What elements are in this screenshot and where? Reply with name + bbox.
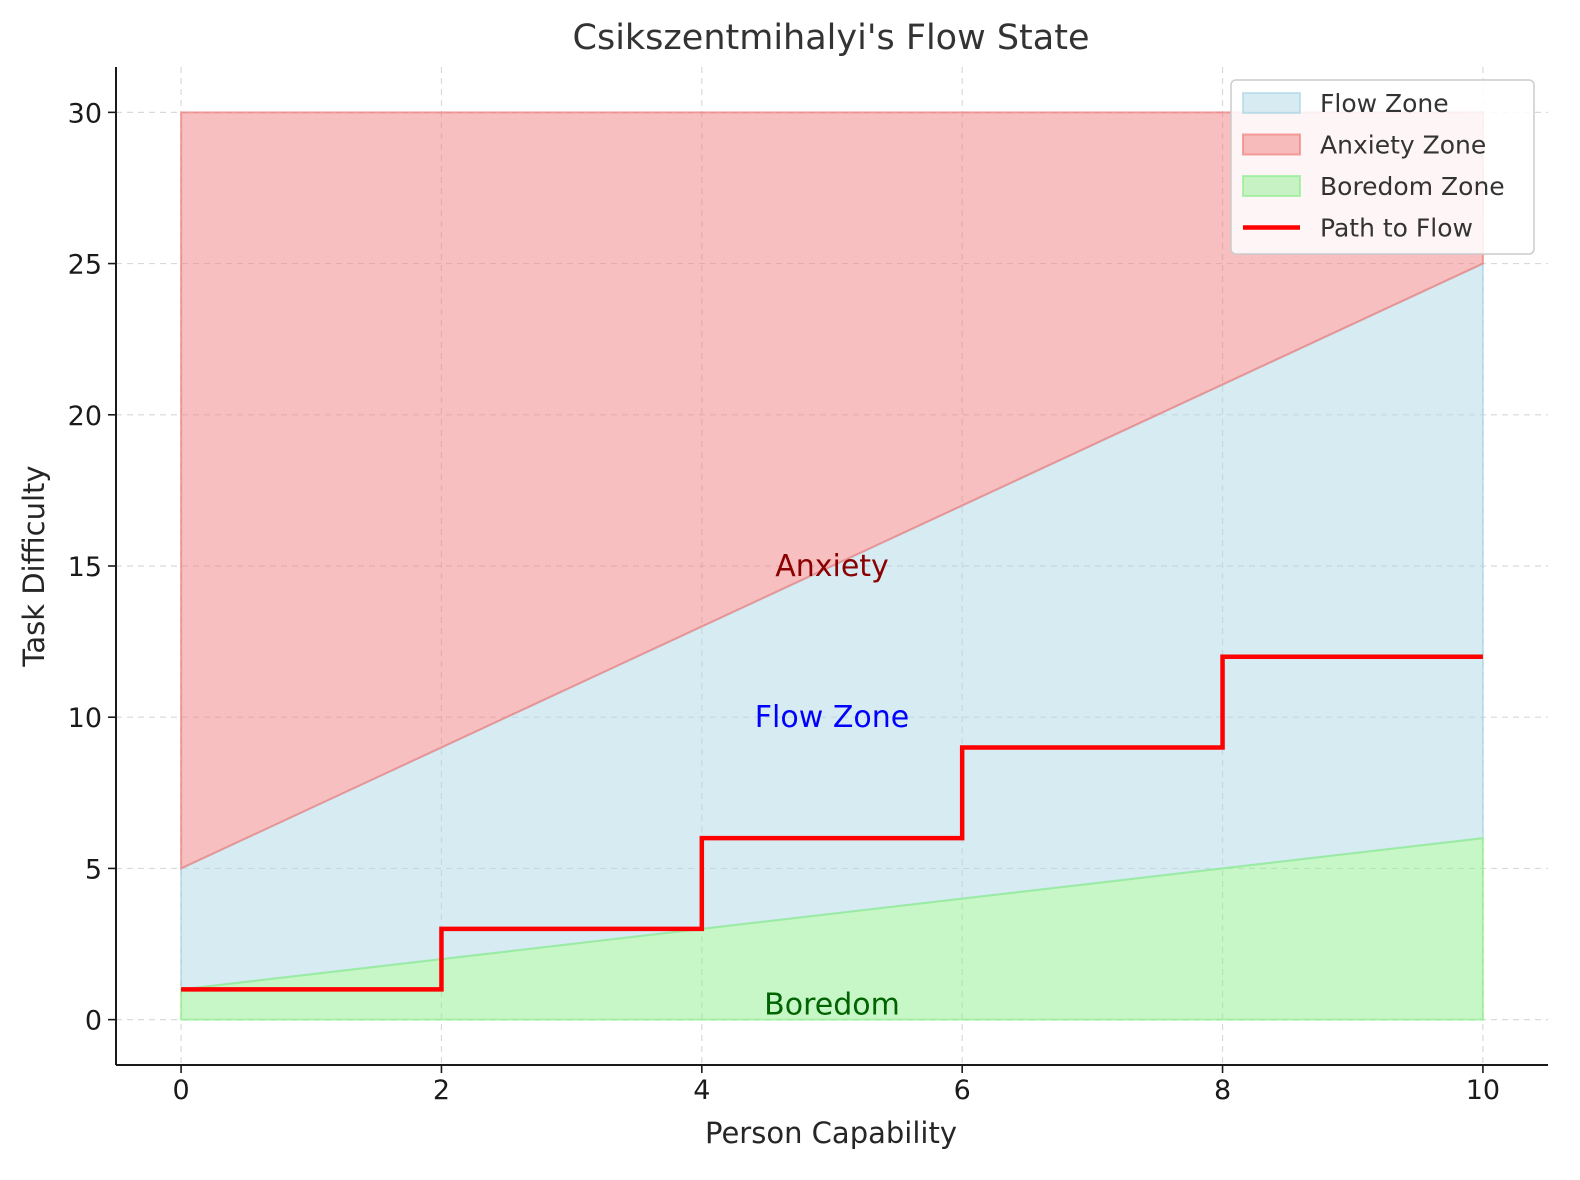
- x-tick-label: 8: [1214, 1075, 1231, 1106]
- y-tick-label: 20: [68, 401, 102, 432]
- path-to-flow-line: [181, 654, 1483, 992]
- legend-swatch-flow-zone: [1242, 92, 1301, 114]
- x-tick-label: 10: [1466, 1075, 1500, 1106]
- x-tick-label: 2: [433, 1075, 450, 1106]
- legend: Flow Zone Anxiety Zone Boredom Zone Path to…: [1230, 79, 1535, 255]
- x-tick-label: 6: [954, 1075, 971, 1106]
- annotation-flow-zone: Flow Zone: [755, 700, 909, 735]
- annotation-boredom: Boredom: [764, 988, 900, 1023]
- legend-label-flow-zone: Flow Zone: [1320, 89, 1449, 118]
- y-tick-label: 30: [68, 98, 102, 129]
- annotations: Anxiety Flow Zone Boredom: [755, 549, 909, 1023]
- legend-label-anxiety-zone: Anxiety Zone: [1320, 131, 1486, 160]
- x-axis-label: Person Capability: [705, 1116, 957, 1150]
- y-axis-label: Task Difficulty: [17, 465, 51, 667]
- x-tick-label: 4: [693, 1075, 710, 1106]
- y-tick-label: 25: [68, 250, 102, 281]
- legend-label-path-to-flow: Path to Flow: [1320, 214, 1473, 243]
- x-tick-label: 0: [172, 1075, 189, 1106]
- legend-swatch-boredom-zone: [1242, 175, 1301, 197]
- y-tick-label: 0: [85, 1006, 102, 1037]
- legend-box: [1230, 79, 1535, 255]
- zones: [180, 111, 1484, 1021]
- legend-swatch-anxiety-zone: [1242, 133, 1301, 156]
- anxiety-zone-area: [180, 111, 1484, 870]
- annotation-anxiety: Anxiety: [775, 549, 889, 584]
- y-tick-label: 5: [85, 854, 102, 885]
- path-layer: [181, 654, 1483, 992]
- boredom-zone-area: [180, 837, 1484, 1021]
- y-tick-label: 15: [68, 552, 102, 583]
- legend-label-boredom-zone: Boredom Zone: [1320, 172, 1505, 201]
- chart-title: Csikszentmihalyi's Flow State: [573, 18, 1090, 58]
- y-tick-label: 10: [68, 703, 102, 734]
- axes: 0 2 4 6 8 10 0 5 10 15 20 25 30: [68, 67, 1548, 1106]
